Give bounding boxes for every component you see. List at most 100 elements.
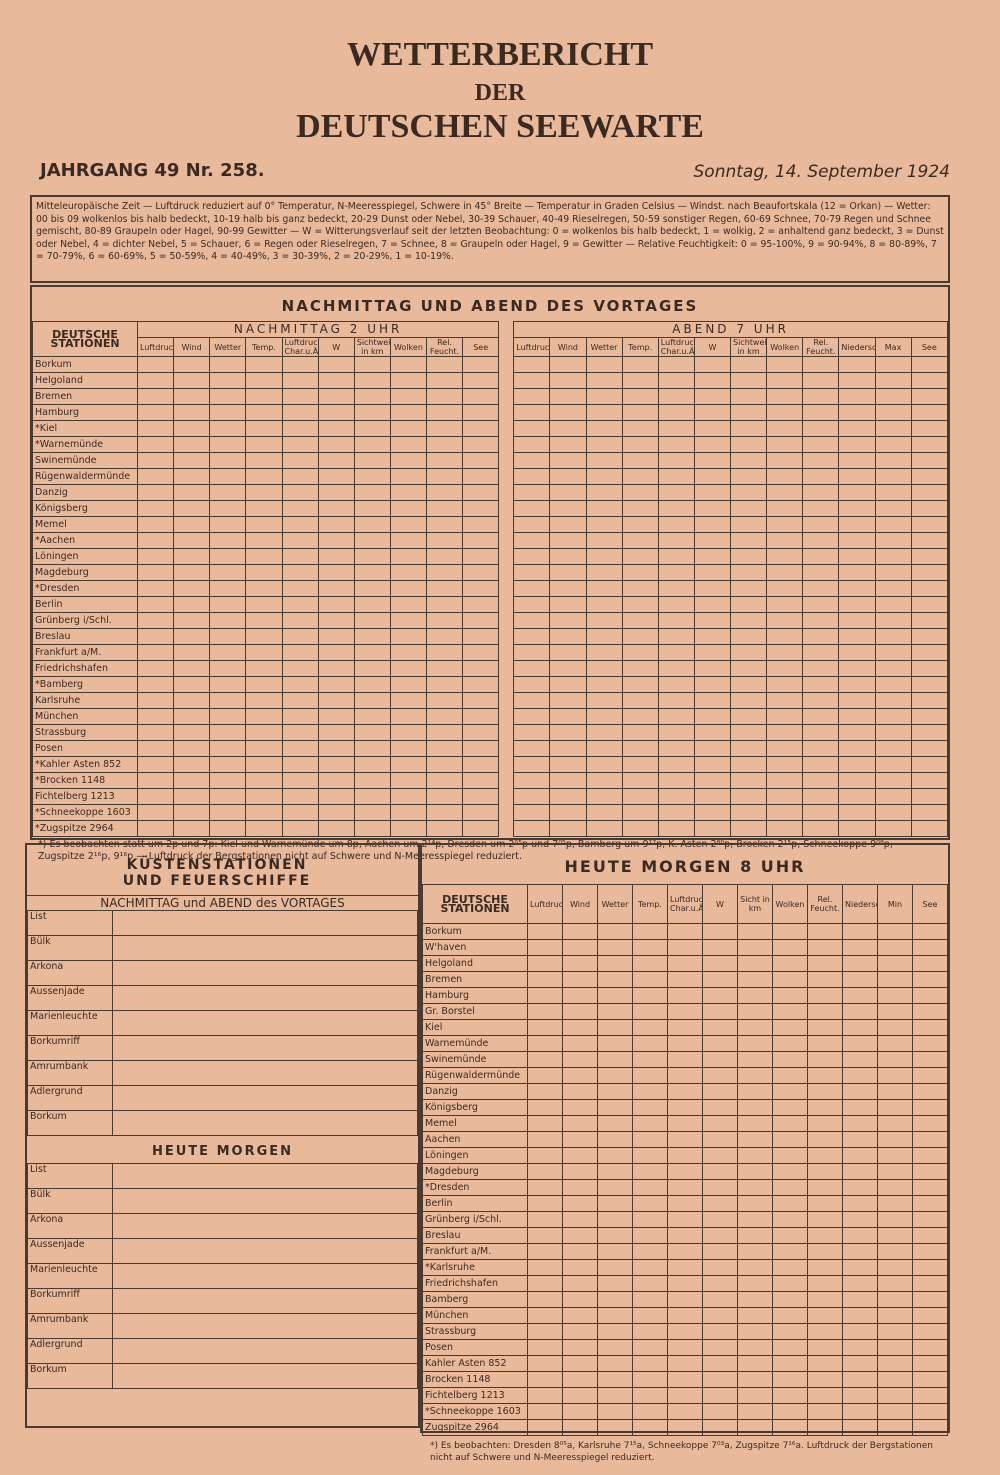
cell: [693, 500, 732, 517]
cell: [173, 372, 211, 389]
cell: [173, 356, 211, 373]
cell: [462, 436, 500, 453]
cell: [597, 1099, 633, 1116]
cell: [702, 1115, 738, 1132]
cell: [772, 923, 808, 940]
cell: [766, 580, 804, 597]
cell: [281, 804, 319, 821]
cell: [173, 436, 211, 453]
cell: [667, 1419, 703, 1436]
cell: [807, 1179, 843, 1196]
cell: [173, 772, 211, 789]
footnote: *) Es beobachten: Dresden 8⁰⁵a, Karlsruh…: [430, 1441, 933, 1463]
station-row: Aachen: [422, 1131, 948, 1148]
station-name: *Schneekoppe 1603: [32, 804, 138, 821]
station-row: Bamberg: [422, 1291, 948, 1308]
station-row: List: [27, 1163, 418, 1189]
cell: [912, 971, 948, 988]
cell: [389, 676, 428, 693]
cell: [425, 644, 464, 661]
cell: [802, 468, 840, 485]
station-row: Posen: [422, 1339, 948, 1356]
cell: [766, 468, 804, 485]
cell: [842, 1387, 878, 1404]
cell: [842, 1003, 878, 1020]
cell: [910, 724, 949, 741]
cell: [389, 820, 428, 837]
cell: [173, 516, 211, 533]
cell: [842, 1371, 878, 1388]
cell: [702, 1035, 738, 1052]
cell: [425, 548, 464, 565]
cell: [585, 356, 623, 373]
cell: [281, 644, 319, 661]
cell: [693, 404, 732, 421]
cell: [737, 1067, 773, 1084]
cell: [766, 628, 804, 645]
column-header: W: [702, 884, 738, 924]
cell: [597, 1211, 633, 1228]
cell: [527, 955, 563, 972]
cell: [209, 612, 247, 629]
cell: [209, 788, 247, 805]
cell: [353, 468, 391, 485]
cell: [209, 564, 247, 581]
cell: [802, 548, 840, 565]
cell: [317, 724, 355, 741]
cell: [910, 740, 949, 757]
station-row: Bremen: [32, 388, 949, 405]
cell: [667, 987, 703, 1004]
cell: [877, 1099, 913, 1116]
cell: [838, 612, 876, 629]
cell: [173, 564, 211, 581]
cell: [513, 564, 551, 581]
cell: [838, 788, 876, 805]
station-name: Fichtelberg 1213: [32, 788, 138, 805]
cell: [513, 404, 551, 421]
cell: [173, 724, 211, 741]
cell: [807, 1355, 843, 1372]
column-header: Max: [874, 337, 912, 357]
cell: [838, 452, 876, 469]
cell: [585, 468, 623, 485]
cell: [807, 1067, 843, 1084]
cell: [281, 436, 319, 453]
cell: [737, 955, 773, 972]
station-row: Arkona: [27, 1213, 418, 1239]
cell: [667, 1195, 703, 1212]
cell: [549, 372, 587, 389]
station-name: Breslau: [32, 628, 138, 645]
station-name: *Schneekoppe 1603: [422, 1403, 528, 1420]
cell: [737, 1387, 773, 1404]
column-header: Luftdruck Char.u.Änd.: [657, 337, 695, 357]
cell: [807, 1227, 843, 1244]
station-name: Bamberg: [422, 1291, 528, 1308]
cell: [874, 468, 912, 485]
column-header: Temp.: [621, 337, 659, 357]
cell: [702, 1195, 738, 1212]
cell: [632, 1259, 668, 1276]
cell: [877, 987, 913, 1004]
cell: [317, 820, 355, 837]
cell: [136, 532, 175, 549]
cell: [737, 1339, 773, 1356]
cell: [562, 971, 598, 988]
cell: [245, 580, 283, 597]
cell: [173, 788, 211, 805]
cell: [802, 388, 840, 405]
station-name: Borkum: [27, 1110, 113, 1136]
cell: [772, 1403, 808, 1420]
station-name: List: [27, 910, 113, 936]
cell: [462, 660, 500, 677]
cell: [729, 628, 768, 645]
cell: [281, 788, 319, 805]
cell: [729, 756, 768, 773]
cell: [621, 708, 659, 725]
cell: [173, 500, 211, 517]
station-row: Brocken 1148: [422, 1371, 948, 1388]
cell: [632, 1211, 668, 1228]
cell: [245, 436, 283, 453]
cell: [562, 1035, 598, 1052]
cell: [597, 939, 633, 956]
cell: [842, 1275, 878, 1292]
